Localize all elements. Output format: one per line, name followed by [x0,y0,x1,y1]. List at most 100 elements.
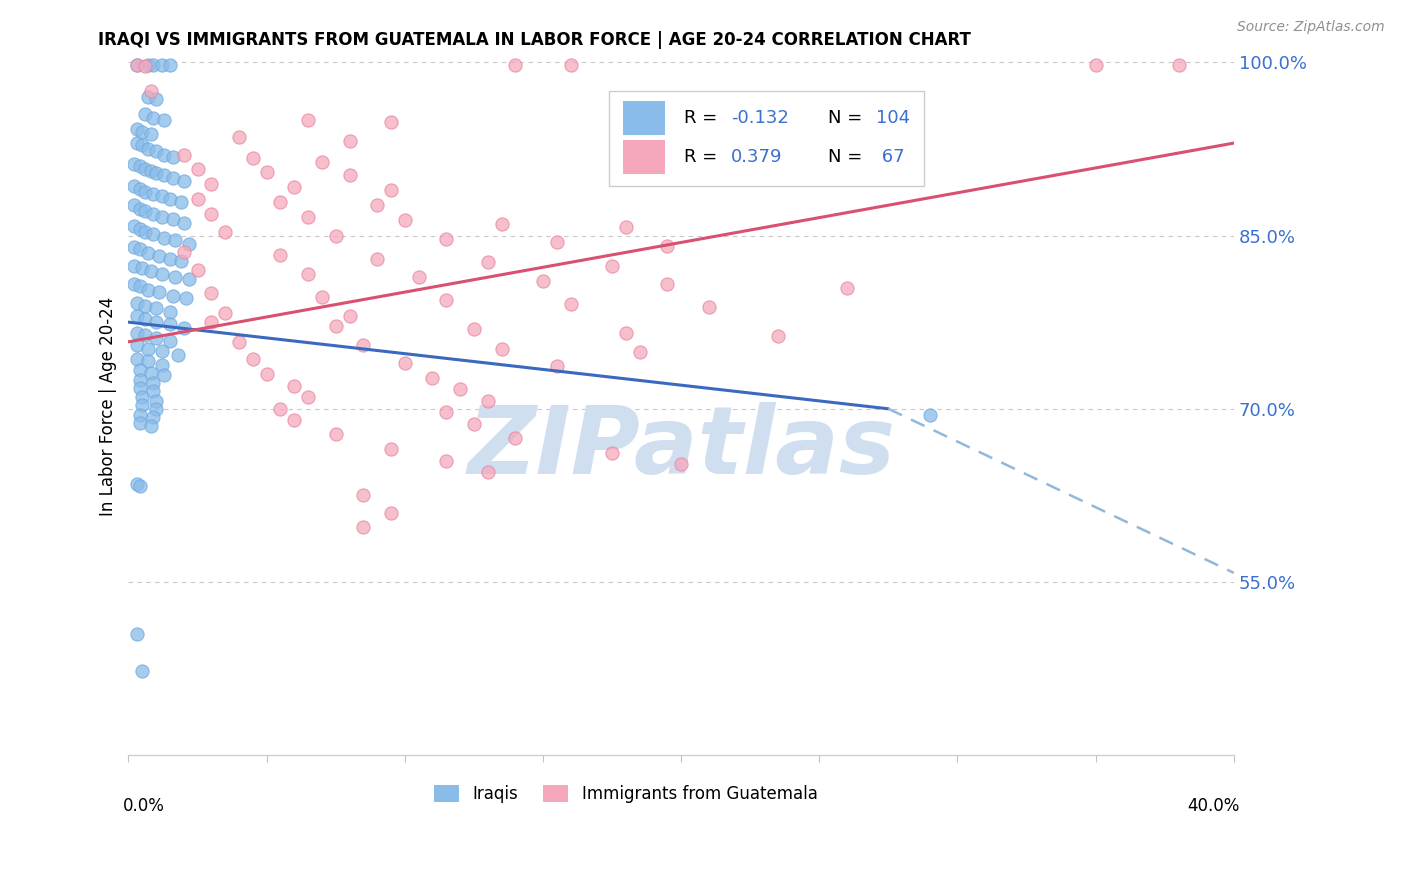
Point [173,244,195,259]
Point [214,306,236,320]
Point [165,270,187,285]
Point [325,427,347,442]
Point [228,130,250,145]
Point [179,236,201,251]
Point [669,457,692,471]
Point [297,210,319,224]
Point [145,144,167,158]
Point [463,322,485,336]
Point [614,220,637,235]
Point [159,252,181,266]
Text: N =: N = [828,109,868,127]
Point [131,260,153,275]
Point [766,329,789,343]
Point [167,347,190,361]
Point [122,198,145,212]
Point [380,442,402,457]
Text: 67: 67 [876,148,904,166]
Point [1084,57,1107,71]
Point [128,182,150,196]
Point [162,150,184,164]
Point [242,352,264,367]
Point [159,192,181,206]
Point [139,419,162,434]
Point [134,204,156,219]
Point [128,159,150,173]
Point [380,184,402,198]
Point [125,326,148,340]
Point [122,219,145,234]
Point [125,57,148,71]
Point [380,115,402,129]
Point [560,57,582,71]
Point [434,405,457,419]
FancyBboxPatch shape [609,91,924,186]
Point [614,326,637,340]
Point [434,293,457,308]
Point [835,280,858,294]
Point [136,90,159,104]
Point [352,519,374,533]
Point [134,311,156,326]
Point [173,216,195,230]
Point [150,57,173,71]
Point [491,342,513,356]
Point [128,279,150,293]
Point [142,409,165,424]
Point [139,164,162,178]
Point [128,202,150,216]
Text: 104: 104 [876,109,910,127]
Point [546,235,568,250]
Text: R =: R = [685,109,724,127]
Point [136,245,159,260]
Point [145,393,167,408]
Text: ZIPatlas: ZIPatlas [467,401,896,494]
Point [136,354,159,368]
Point [256,165,278,179]
Text: 0.0%: 0.0% [122,797,165,815]
Point [434,454,457,468]
Point [139,264,162,278]
Point [136,283,159,297]
Point [352,338,374,352]
Point [142,376,165,391]
Point [142,57,165,71]
Point [150,344,173,359]
Point [477,466,499,480]
Point [159,305,181,319]
Point [145,401,167,416]
Point [122,240,145,254]
Point [162,212,184,227]
Point [128,381,150,395]
Legend: Iraqis, Immigrants from Guatemala: Iraqis, Immigrants from Guatemala [427,779,824,810]
Point [125,338,148,352]
Point [283,378,305,392]
Point [242,151,264,165]
Point [150,189,173,203]
Bar [623,101,665,135]
Point [200,177,222,191]
Point [200,206,222,220]
Point [153,147,176,161]
Text: -0.132: -0.132 [731,109,789,127]
Point [325,228,347,243]
Point [162,288,184,302]
Point [134,225,156,239]
Point [628,345,651,359]
Point [148,249,170,263]
Point [366,252,388,266]
Text: IRAQI VS IMMIGRANTS FROM GUATEMALA IN LABOR FORCE | AGE 20-24 CORRELATION CHART: IRAQI VS IMMIGRANTS FROM GUATEMALA IN LA… [98,31,972,49]
Point [142,384,165,399]
Point [657,239,679,253]
Point [136,142,159,156]
Point [159,318,181,332]
Point [339,169,361,183]
Point [145,301,167,316]
Point [176,291,198,305]
Point [122,178,145,193]
Point [187,192,209,206]
Point [283,413,305,427]
Point [145,315,167,329]
Point [131,390,153,404]
Point [148,285,170,299]
